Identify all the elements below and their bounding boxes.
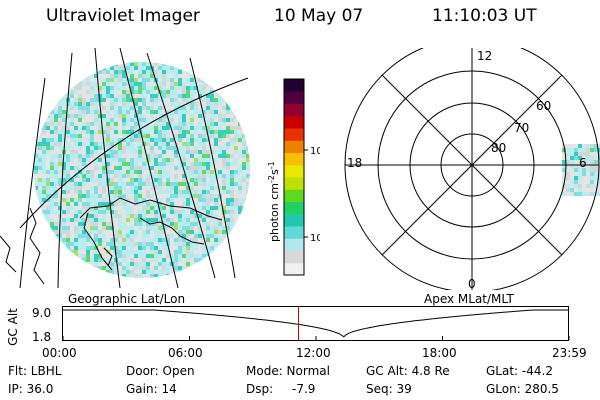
info-seq: Seq: 39: [366, 382, 412, 396]
info-dsp-label: Dsp:: [246, 382, 274, 396]
colorbar-swatch: [284, 115, 304, 129]
colorbar-tick-label: 10: [310, 233, 320, 244]
time-label: 11:10:03 UT: [432, 6, 537, 26]
geographic-image-panel: [0, 48, 250, 288]
colorbar-swatch: [284, 91, 304, 104]
mlt-label-0: 0: [468, 277, 476, 290]
instrument-title: Ultraviolet Imager: [46, 6, 200, 26]
colorbar-swatch: [284, 140, 304, 153]
geographic-grid: [19, 48, 249, 288]
colorbar-swatch: [284, 250, 304, 264]
polar-panel: 12 0 18 6 60 70 80: [344, 48, 600, 290]
date-label: 10 May 07: [274, 6, 364, 26]
mlat-label-60: 60: [536, 99, 551, 113]
xtick-0600: 06:00: [168, 346, 203, 360]
colorbar-swatch: [284, 177, 304, 190]
colorbar-swatch: [284, 189, 304, 202]
coastline: [0, 197, 223, 285]
colorbar-swatch: [284, 128, 304, 141]
info-mode: Mode: Normal: [246, 364, 330, 378]
mlt-label-6: 6: [579, 156, 587, 170]
colorbar-swatch: [284, 164, 304, 178]
mlt-label-18: 18: [347, 156, 362, 170]
colorbar-swatch: [284, 103, 304, 117]
colorbar-swatch: [284, 152, 304, 166]
geographic-caption: Geographic Lat/Lon: [68, 292, 186, 306]
info-gcalt: GC Alt: 4.8 Re: [366, 364, 450, 378]
info-door: Door: Open: [126, 364, 195, 378]
info-dsp-value: -7.9: [292, 382, 316, 396]
polar-grid: [344, 48, 600, 290]
xtick-1200: 12:00: [296, 346, 331, 360]
colorbar-swatch: [284, 213, 304, 227]
edge-emission: [562, 144, 600, 196]
timeline-xticks: [62, 336, 570, 340]
info-gain: Gain: 14: [126, 382, 177, 396]
colorbar-swatch: [284, 79, 304, 92]
uv-emission-disk: [34, 62, 250, 278]
colorbar-unit-label: photon cm-2s-1: [267, 161, 281, 242]
mlat-label-70: 70: [514, 121, 529, 135]
mlt-label-12: 12: [477, 49, 492, 63]
colorbar-swatch: [284, 201, 304, 215]
info-ip: IP: 36.0: [8, 382, 54, 396]
timeline-ytick-top: 9.0: [32, 306, 52, 320]
xtick-2359: 23:59: [552, 346, 587, 360]
info-glat: GLat: -44.2: [486, 364, 553, 378]
altitude-curve: [63, 309, 569, 338]
xtick-0000: 00:00: [42, 346, 77, 360]
colorbar-swatch: [284, 238, 304, 251]
colorbar-ticks: 100 10: [304, 146, 320, 244]
info-flt: Flt: LBHL: [8, 364, 62, 378]
apex-caption: Apex MLat/MLT: [424, 292, 514, 306]
colorbar-tick-label: 100: [310, 146, 320, 157]
colorbar-swatch: [284, 262, 304, 276]
mlat-label-80: 80: [491, 141, 506, 155]
colorbar-swatch: [284, 226, 304, 239]
xtick-1800: 18:00: [422, 346, 457, 360]
timeline-plot: [62, 306, 570, 341]
timeline-ylabel: GC Alt: [5, 308, 20, 346]
colorbar-swatches: [284, 79, 304, 276]
timeline-ytick-bottom: 1.8: [32, 330, 52, 344]
colorbar: 100 10 photon cm-2s-1: [267, 78, 320, 276]
info-glon: GLon: 280.5: [486, 382, 559, 396]
timeline-ylabel-wrap: GC Alt: [6, 308, 20, 348]
